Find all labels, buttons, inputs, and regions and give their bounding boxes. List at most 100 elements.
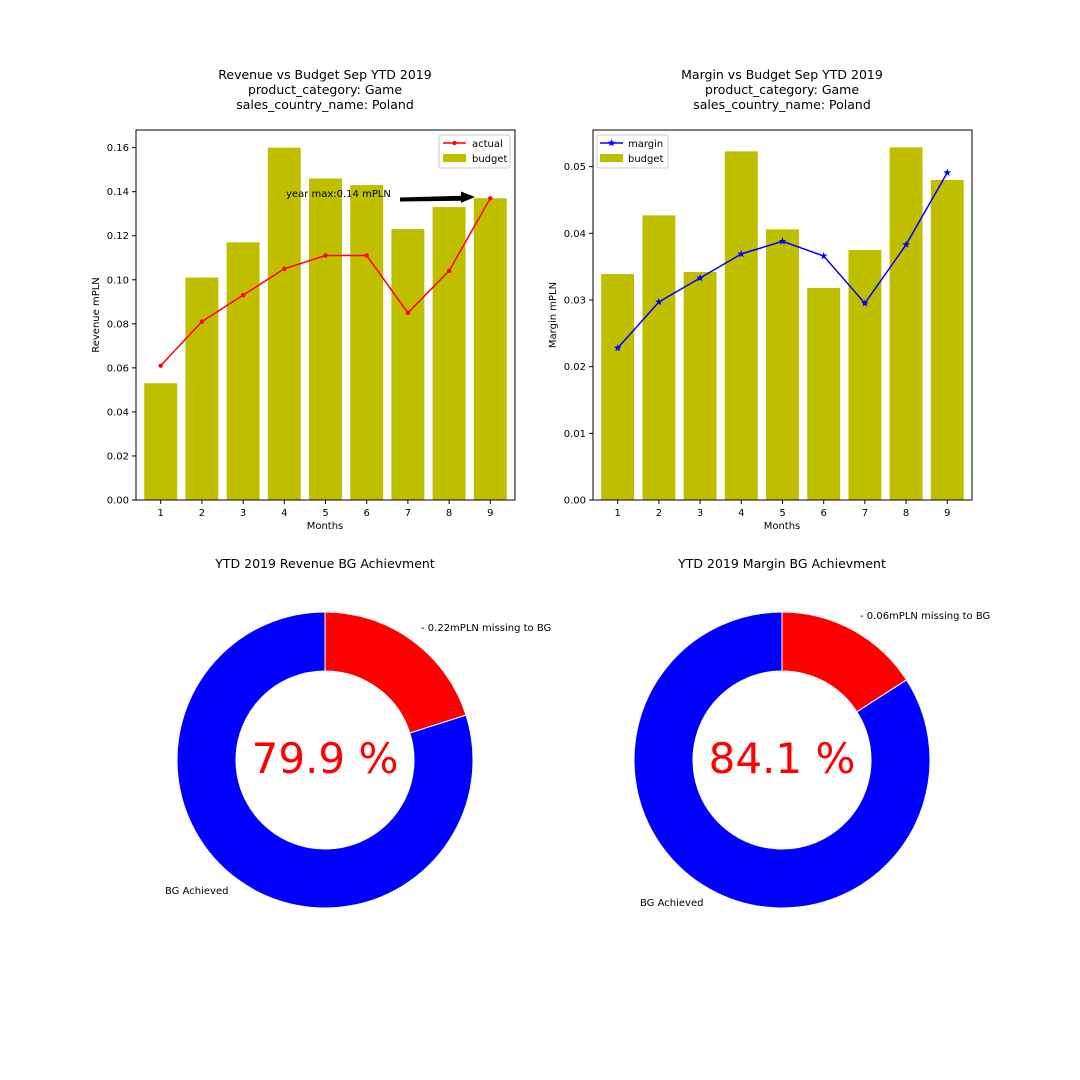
margin-donut-chart: YTD 2019 Margin BG Achievment 84.1 % - 0… [633, 556, 990, 909]
revenue-y-tick-label: 0.14 [107, 187, 129, 198]
revenue-donut-chart: YTD 2019 Revenue BG Achievment 79.9 % - … [165, 556, 551, 909]
revenue-actual-point-8 [446, 268, 452, 274]
revenue-donut-slice-achieved [176, 611, 474, 909]
margin-chart: Margin vs Budget Sep YTD 2019 product_ca… [548, 67, 973, 532]
revenue-actual-point-5 [323, 253, 328, 258]
revenue-x-tick-label: 6 [364, 508, 370, 519]
revenue-donut-center-label: 79.9 % [252, 734, 399, 783]
revenue-y-tick-label: 0.10 [107, 275, 129, 286]
margin-chart-title-line-2: product_category: Game [705, 82, 859, 97]
margin-donut-title: YTD 2019 Margin BG Achievment [677, 556, 886, 571]
margin-y-tick-label: 0.00 [564, 496, 586, 507]
margin-donut-slices [633, 611, 931, 909]
margin-margin-point-8 [902, 240, 910, 248]
margin-y-tick-label: 0.05 [564, 162, 586, 173]
margin-x-tick-label: 1 [615, 508, 621, 519]
margin-margin-point-2 [655, 298, 663, 306]
margin-budget-bar-5 [766, 229, 799, 501]
margin-chart-title-line-3: sales_country_name: Poland [693, 97, 871, 112]
revenue-y-tick-label: 0.00 [107, 496, 129, 507]
margin-donut-achieved-label: BG Achieved [640, 898, 703, 909]
margin-donut-center-label: 84.1 % [709, 734, 856, 783]
margin-margin-point-4 [737, 250, 746, 258]
revenue-plot-area: 0.00 0.02 0.04 0.06 0.08 0.10 0.12 0.14 0.16 1 2 3 4… [107, 129, 516, 519]
margin-budget-bar-9 [930, 180, 964, 500]
margin-plot-area: 0.00 0.01 0.02 0.03 0.04 0.05 1 2 3 4 5 6 7 8 9 [564, 129, 973, 519]
margin-x-tick-label: 4 [738, 508, 744, 519]
revenue-budget-bar-4 [267, 147, 301, 500]
revenue-budget-bar-2 [185, 277, 219, 500]
revenue-annotation: year max:0.14 mPLN [286, 189, 475, 203]
margin-margin-point-5 [778, 237, 787, 245]
revenue-budget-bar-5 [309, 178, 342, 500]
margin-donut-missing-label: - 0.06mPLN missing to BG [860, 611, 990, 622]
revenue-actual-point-4 [282, 266, 287, 271]
revenue-x-tick-label: 4 [281, 508, 287, 519]
margin-legend: margin budget [596, 134, 669, 169]
revenue-budget-bar-1 [144, 383, 178, 500]
revenue-donut-title: YTD 2019 Revenue BG Achievment [214, 556, 435, 571]
revenue-budget-bar-7 [391, 229, 425, 500]
margin-margin-point-7 [861, 299, 869, 307]
revenue-actual-point-7 [405, 310, 411, 315]
margin-y-tick-label: 0.01 [564, 429, 586, 440]
margin-y-tick-label: 0.04 [564, 229, 586, 240]
margin-y-tick-label: 0.03 [564, 296, 586, 307]
margin-budget-bar-4 [724, 151, 758, 501]
margin-x-tick-label: 9 [944, 508, 950, 519]
revenue-x-tick-label: 8 [446, 508, 452, 519]
revenue-budget-bar-9 [473, 198, 507, 500]
revenue-y-tick-label: 0.08 [107, 319, 129, 330]
margin-chart-title-line-1: Margin vs Budget Sep YTD 2019 [681, 67, 883, 82]
revenue-legend-actual-marker [452, 140, 457, 146]
margin-budget-bar-8 [889, 147, 923, 501]
margin-legend-margin-label: margin [628, 139, 663, 150]
revenue-donut-missing-label: - 0.22mPLN missing to BG [421, 623, 551, 634]
revenue-donut-achieved-label: BG Achieved [165, 886, 228, 897]
revenue-chart-title-line-1: Revenue vs Budget Sep YTD 2019 [218, 67, 431, 82]
margin-margin-point-1 [613, 344, 622, 352]
margin-y-tick-label: 0.02 [564, 362, 586, 373]
margin-budget-bar-1 [601, 274, 635, 500]
revenue-actual-point-9 [488, 196, 493, 201]
revenue-y-tick-label: 0.12 [107, 231, 129, 242]
revenue-budget-bar-8 [432, 207, 466, 501]
revenue-x-tick-label: 3 [240, 508, 246, 519]
margin-x-tick-label: 2 [656, 508, 662, 519]
margin-budget-bar-2 [642, 215, 676, 501]
revenue-x-tick-label: 2 [199, 508, 205, 519]
margin-y-axis-label: Margin mPLN [548, 282, 559, 348]
revenue-y-tick-label: 0.04 [107, 407, 129, 418]
revenue-x-tick-label: 1 [158, 508, 164, 519]
revenue-legend-actual-label: actual [472, 139, 503, 150]
margin-x-tick-label: 8 [903, 508, 909, 519]
revenue-actual-point-3 [240, 292, 246, 298]
revenue-chart: Revenue vs Budget Sep YTD 2019 product_c… [91, 67, 516, 532]
revenue-actual-point-6 [364, 253, 369, 258]
revenue-budget-bar-3 [226, 242, 260, 501]
revenue-x-tick-label: 9 [487, 508, 493, 519]
margin-margin-point-3 [696, 274, 704, 282]
margin-budget-bar-6 [807, 288, 841, 500]
revenue-actual-point-2 [199, 319, 205, 324]
revenue-y-tick-label: 0.16 [107, 143, 129, 154]
margin-x-tick-label: 5 [779, 508, 785, 519]
margin-x-tick-label: 7 [862, 508, 868, 519]
margin-legend-budget-swatch [600, 154, 623, 162]
margin-x-tick-label: 3 [697, 508, 703, 519]
margin-x-tick-label: 6 [821, 508, 827, 519]
revenue-chart-title-line-3: sales_country_name: Poland [236, 97, 414, 112]
margin-margin-point-9 [943, 168, 952, 176]
revenue-budget-bar-6 [350, 185, 384, 501]
revenue-legend: actual budget [438, 134, 511, 169]
margin-budget-bar-3 [683, 272, 717, 500]
revenue-annotation-text: year max:0.14 mPLN [286, 189, 391, 200]
margin-legend-budget-label: budget [628, 154, 664, 165]
revenue-annotation-arrow [400, 191, 475, 203]
margin-margin-point-6 [819, 252, 828, 260]
margin-donut-slice-achieved [633, 611, 931, 909]
revenue-actual-point-1 [158, 363, 163, 368]
revenue-y-tick-label: 0.02 [107, 451, 129, 462]
margin-legend-margin-marker [607, 139, 616, 147]
